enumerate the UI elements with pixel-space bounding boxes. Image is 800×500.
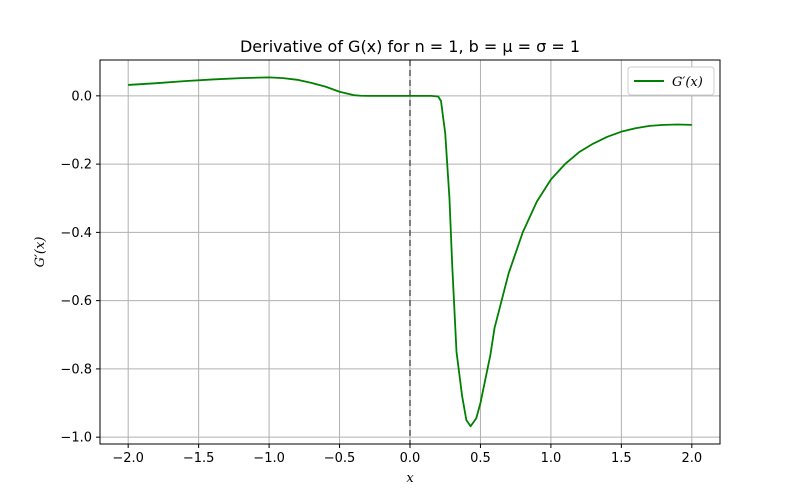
y-axis-label: G′(x)	[33, 237, 48, 268]
y-tick-label: −0.8	[60, 362, 92, 377]
y-tick-label: −0.2	[60, 158, 92, 173]
x-tick-label: 0.0	[400, 451, 421, 466]
x-tick-label: −1.5	[183, 451, 215, 466]
legend: G′(x)	[627, 66, 715, 96]
y-tick-label: −0.4	[60, 226, 92, 241]
x-tick-label: 1.5	[611, 451, 632, 466]
x-axis-label: x	[406, 471, 414, 486]
y-axis-ticks: 0.0 −0.2 −0.4 −0.6 −0.8 −1.0	[60, 89, 100, 446]
series-line	[128, 76, 692, 428]
x-tick-label: 1.0	[541, 451, 562, 466]
x-tick-label: −2.0	[112, 451, 144, 466]
x-axis-ticks: −2.0 −1.5 −1.0 −0.5 0.0 0.5 1.0 1.5 2.0	[112, 444, 702, 466]
x-tick-label: −0.5	[324, 451, 356, 466]
y-tick-label: 0.0	[71, 89, 92, 104]
chart-title: Derivative of G(x) for n = 1, b = μ = σ …	[240, 37, 580, 56]
x-tick-label: −1.0	[253, 451, 285, 466]
y-tick-label: −0.6	[60, 294, 92, 309]
series-lines	[128, 76, 692, 428]
y-tick-label: −1.0	[60, 431, 92, 446]
x-tick-label: 0.5	[470, 451, 491, 466]
legend-box	[627, 66, 715, 96]
legend-label: G′(x)	[672, 75, 703, 90]
x-tick-label: 2.0	[681, 451, 702, 466]
